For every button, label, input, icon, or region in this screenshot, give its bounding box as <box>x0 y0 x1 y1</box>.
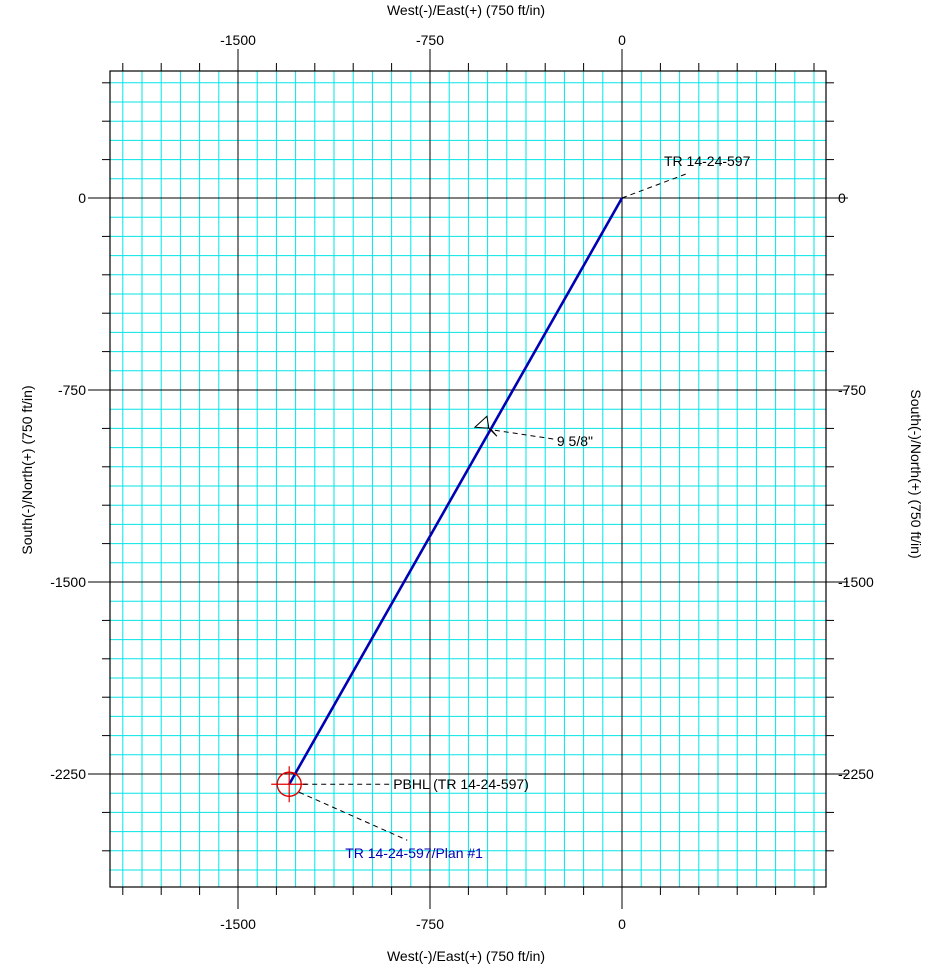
x-tick-label-bottom: 0 <box>618 916 626 932</box>
annotations-layer: TR 14-24-597 9 5/8" PBHL (TR 14-24-597) TR … <box>271 153 751 861</box>
axis-title-top: West(-)/East(+) (750 ft/in) <box>387 2 545 18</box>
x-tick-label-bottom: -750 <box>416 916 444 932</box>
y-tick-label-right: -1500 <box>838 574 874 590</box>
label-well-name: TR 14-24-597 <box>664 153 751 169</box>
x-tick-label-top: 0 <box>618 32 626 48</box>
frame-ticks <box>88 49 848 909</box>
y-tick-label-right: 0 <box>838 190 846 206</box>
series-layer <box>288 197 624 785</box>
axis-title-right: South(-)/North(+) (750 ft/in) <box>908 389 924 558</box>
x-tick-label-top: -750 <box>416 32 444 48</box>
label-casing: 9 5/8" <box>557 433 593 449</box>
label-pbhl: PBHL (TR 14-24-597) <box>393 776 529 792</box>
axis-title-left: South(-)/North(+) (750 ft/in) <box>19 385 35 554</box>
y-tick-label-left: -2250 <box>50 766 86 782</box>
tick-labels: -1500 -1500 -750 -750 0 0 0 0 -750 -750 -1500 -1500… <box>50 32 874 932</box>
leader-surface <box>621 173 687 199</box>
leader-casing <box>494 429 555 440</box>
major-grid <box>110 71 826 887</box>
label-plan: TR 14-24-597/Plan #1 <box>345 845 483 861</box>
axis-title-bottom: West(-)/East(+) (750 ft/in) <box>387 948 545 964</box>
casing-shoe-icon-lower <box>487 426 498 437</box>
x-tick-label-top: -1500 <box>220 32 256 48</box>
well-path-line <box>288 197 624 785</box>
minor-grid <box>110 71 826 887</box>
y-tick-label-right: -2250 <box>838 766 874 782</box>
y-tick-label-right: -750 <box>838 382 866 398</box>
y-tick-label-left: -1500 <box>50 574 86 590</box>
leader-plan <box>298 791 408 841</box>
x-tick-label-bottom: -1500 <box>220 916 256 932</box>
casing-shoe-icon <box>473 415 490 429</box>
y-tick-label-left: 0 <box>78 190 86 206</box>
y-tick-label-left: -750 <box>58 382 86 398</box>
